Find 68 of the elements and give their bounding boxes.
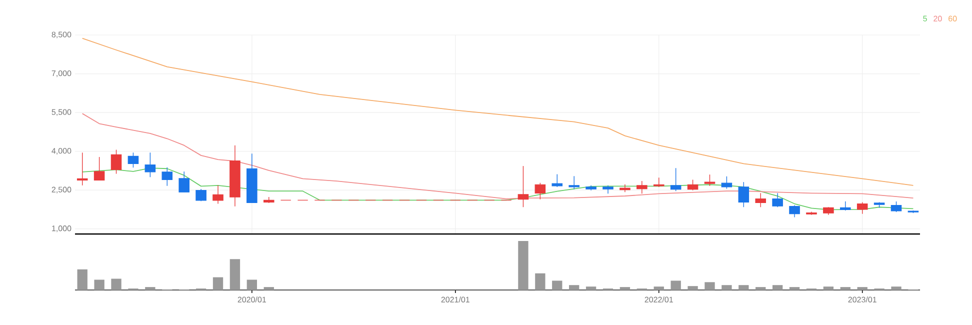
candlestick [738,182,750,208]
bar [704,282,715,290]
candlestick [110,149,122,174]
candlestick [534,182,546,200]
bar [772,285,783,290]
bar [535,273,546,290]
candlestick [568,176,580,190]
bar [654,286,664,290]
candlestick [772,192,783,208]
candlestick [212,185,224,204]
bar [111,278,122,290]
candlestick [890,201,902,212]
y-tick-label: 2,500 [52,186,72,194]
candlestick [704,174,716,186]
bar [518,241,528,290]
bar [246,280,258,290]
bar [569,285,580,290]
bar [586,286,596,290]
candlestick [755,192,766,208]
bar [264,287,274,290]
x-tick-label: 2020/01 [238,296,266,302]
bar [145,287,156,290]
bar [789,287,800,290]
candlestick [76,152,88,186]
candlestick [840,201,851,211]
bar [77,269,88,290]
candlestick [721,176,732,190]
candlestick [178,171,190,192]
y-tick-label: 4,000 [52,148,72,155]
candlestick [636,180,648,194]
candlestick [620,184,630,192]
text: 60 [948,16,957,22]
bar [891,286,902,290]
candlestick [687,179,698,191]
text: 5 [923,16,927,22]
candlestick [94,156,105,181]
candlestick [552,174,563,188]
candlestick [670,168,682,192]
x-tick-label: 2022/01 [644,296,673,302]
candlestick [162,166,173,186]
bar [857,287,868,290]
candlestick [144,152,156,178]
bar [756,287,766,290]
bar [688,286,698,290]
bar [552,280,562,290]
x-tick-label: 2023/01 [848,296,876,302]
y-tick-label: 1,000 [52,226,72,232]
bar [620,287,630,290]
bar [670,280,681,290]
bar [823,286,834,290]
y-tick-label: 5,500 [52,109,72,116]
candlestick [518,166,529,208]
candlestick [128,152,139,168]
candlestick [789,204,800,218]
candlestick [196,188,206,202]
text: 20 [934,16,942,22]
bar [212,277,224,290]
y-tick-label: 8,500 [52,32,72,38]
candlestick [653,177,664,188]
x-tick-label: 2021/01 [441,296,470,302]
bar [722,285,732,290]
y-tick-label: 7,000 [52,70,72,78]
bar [840,287,850,290]
candlestick [856,202,868,214]
bar [94,280,104,290]
bar [230,259,240,290]
bar [738,285,749,290]
line-series [82,38,914,186]
